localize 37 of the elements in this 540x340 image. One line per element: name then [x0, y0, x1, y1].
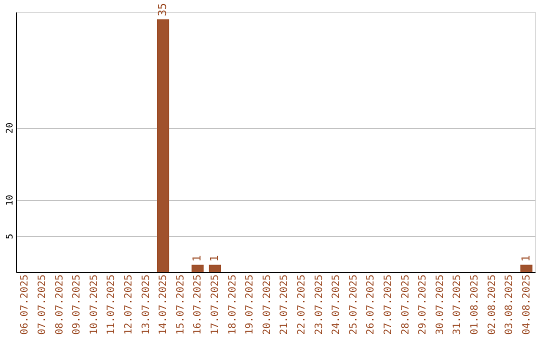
y-tick-label: 20: [6, 122, 16, 134]
x-tick-label: 16.07.2025: [192, 274, 204, 335]
x-tick-label: 28.07.2025: [400, 274, 412, 335]
x-tick-label: 14.07.2025: [158, 274, 170, 335]
data-label: 35: [156, 2, 170, 16]
x-tick-label: 15.07.2025: [175, 274, 186, 335]
x-tick-label: 09.07.2025: [72, 274, 83, 335]
x-tick-label: 27.07.2025: [382, 274, 394, 335]
x-tick-label: 04.08.2025: [521, 274, 532, 335]
x-tick-label: 30.07.2025: [434, 274, 446, 335]
x-tick-label: 26.07.2025: [366, 274, 377, 335]
y-tick-label: 10: [6, 194, 16, 206]
x-tick-label: 24.07.2025: [331, 274, 342, 335]
x-tick-label: 07.07.2025: [36, 274, 48, 335]
x-tick-label: 18.07.2025: [227, 274, 238, 335]
x-tick-label: 19.07.2025: [244, 274, 256, 335]
y-tick-label: 5: [6, 234, 16, 240]
data-label: 1: [519, 255, 532, 262]
x-tick-label: 01.08.2025: [469, 274, 480, 335]
x-tick-label: 10.07.2025: [88, 274, 100, 335]
x-tick-label: 03.08.2025: [504, 274, 516, 335]
data-label: 1: [208, 255, 221, 262]
x-tick-label: 08.07.2025: [54, 274, 66, 335]
x-tick-label: 12.07.2025: [123, 274, 134, 335]
x-tick-label: 25.07.2025: [348, 274, 360, 335]
x-tick-label: 21.07.2025: [279, 274, 290, 335]
x-tick-label: 29.07.2025: [418, 274, 429, 335]
x-tick-label: 17.07.2025: [210, 274, 221, 335]
x-tick-label: 31.07.2025: [452, 274, 464, 335]
x-tick-label: 20.07.2025: [262, 274, 273, 335]
x-tick-label: 23.07.2025: [314, 274, 325, 335]
x-tick-label: 13.07.2025: [140, 274, 152, 335]
data-label: 1: [190, 255, 204, 262]
x-tick-label: 06.07.2025: [20, 274, 31, 335]
x-tick-label: 22.07.2025: [296, 274, 308, 335]
x-tick-label: 02.08.2025: [486, 274, 498, 335]
x-tick-label: 11.07.2025: [106, 274, 118, 335]
